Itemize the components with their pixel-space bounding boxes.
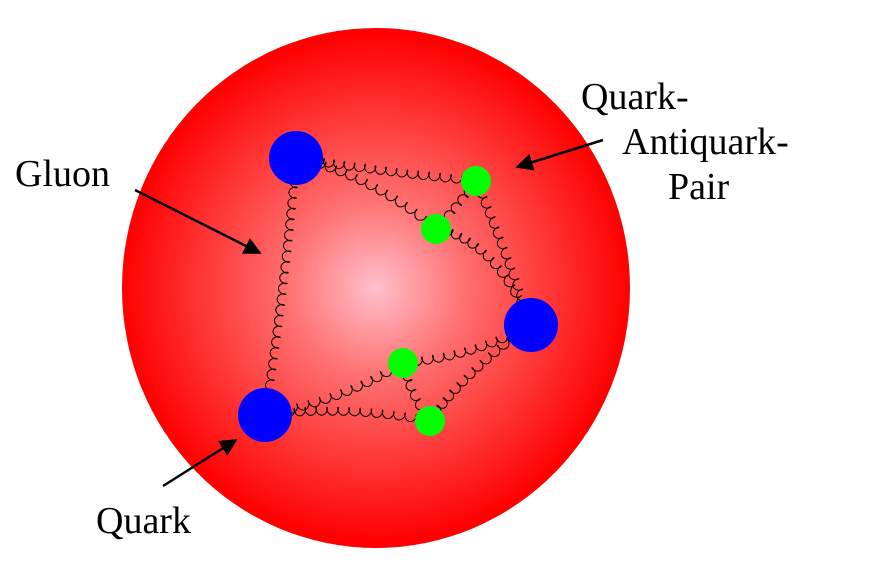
gluon-line [262, 406, 429, 424]
antiquark-pair-bottom-a [388, 348, 418, 378]
quark-label: Quark [96, 500, 191, 542]
pair-label-line3: Pair [668, 166, 730, 208]
pair-label-line2: Antiquark- [622, 121, 789, 163]
quark-arrow [162, 438, 238, 488]
quark-right [504, 298, 558, 352]
antiquark-pair-top-a [461, 166, 491, 196]
quark-top-left [269, 131, 323, 185]
quark-bottom-left [238, 388, 292, 442]
antiquark-pair-top-b [421, 214, 451, 244]
gluon-label: Gluon [15, 153, 110, 195]
pair-arrow [515, 138, 604, 171]
gluon-line [261, 155, 301, 414]
antiquark-pair-bottom-b [415, 406, 445, 436]
gluon-line [428, 322, 530, 424]
pair-label-line1: Quark- [581, 76, 689, 118]
gluon-line [433, 226, 534, 324]
hadron-sphere [122, 28, 630, 548]
gluon-line [293, 154, 475, 185]
gluon-arrow [134, 188, 262, 255]
